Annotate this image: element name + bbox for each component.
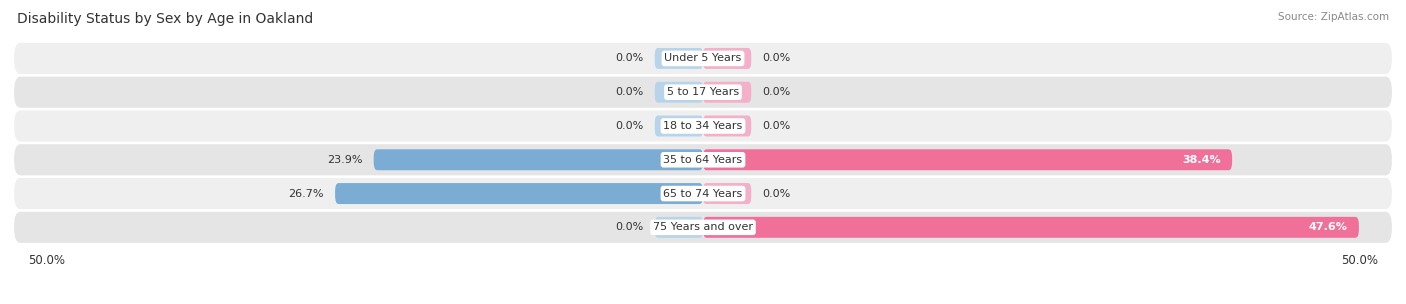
Text: 18 to 34 Years: 18 to 34 Years: [664, 121, 742, 131]
Text: 23.9%: 23.9%: [328, 155, 363, 165]
FancyBboxPatch shape: [14, 144, 1392, 175]
FancyBboxPatch shape: [374, 149, 703, 170]
FancyBboxPatch shape: [655, 82, 703, 103]
Text: 0.0%: 0.0%: [762, 87, 790, 97]
Text: 0.0%: 0.0%: [616, 222, 644, 232]
FancyBboxPatch shape: [703, 183, 751, 204]
Text: 5 to 17 Years: 5 to 17 Years: [666, 87, 740, 97]
Text: 75 Years and over: 75 Years and over: [652, 222, 754, 232]
FancyBboxPatch shape: [655, 217, 703, 238]
Text: 0.0%: 0.0%: [762, 54, 790, 64]
Text: Source: ZipAtlas.com: Source: ZipAtlas.com: [1278, 12, 1389, 22]
Text: 0.0%: 0.0%: [616, 87, 644, 97]
Text: 0.0%: 0.0%: [616, 54, 644, 64]
FancyBboxPatch shape: [14, 110, 1392, 142]
FancyBboxPatch shape: [703, 149, 1232, 170]
Text: 50.0%: 50.0%: [1341, 254, 1378, 267]
Text: 0.0%: 0.0%: [616, 121, 644, 131]
Text: 47.6%: 47.6%: [1309, 222, 1348, 232]
FancyBboxPatch shape: [655, 48, 703, 69]
Text: 0.0%: 0.0%: [762, 121, 790, 131]
FancyBboxPatch shape: [703, 116, 751, 136]
FancyBboxPatch shape: [655, 116, 703, 136]
Text: 38.4%: 38.4%: [1182, 155, 1220, 165]
FancyBboxPatch shape: [335, 183, 703, 204]
Text: 26.7%: 26.7%: [288, 188, 323, 199]
Text: Disability Status by Sex by Age in Oakland: Disability Status by Sex by Age in Oakla…: [17, 12, 314, 26]
FancyBboxPatch shape: [14, 212, 1392, 243]
Text: 35 to 64 Years: 35 to 64 Years: [664, 155, 742, 165]
Text: 0.0%: 0.0%: [762, 188, 790, 199]
Text: 65 to 74 Years: 65 to 74 Years: [664, 188, 742, 199]
FancyBboxPatch shape: [14, 178, 1392, 209]
FancyBboxPatch shape: [703, 217, 1358, 238]
FancyBboxPatch shape: [703, 82, 751, 103]
Text: 50.0%: 50.0%: [28, 254, 65, 267]
FancyBboxPatch shape: [703, 48, 751, 69]
FancyBboxPatch shape: [14, 77, 1392, 108]
FancyBboxPatch shape: [14, 43, 1392, 74]
Text: Under 5 Years: Under 5 Years: [665, 54, 741, 64]
